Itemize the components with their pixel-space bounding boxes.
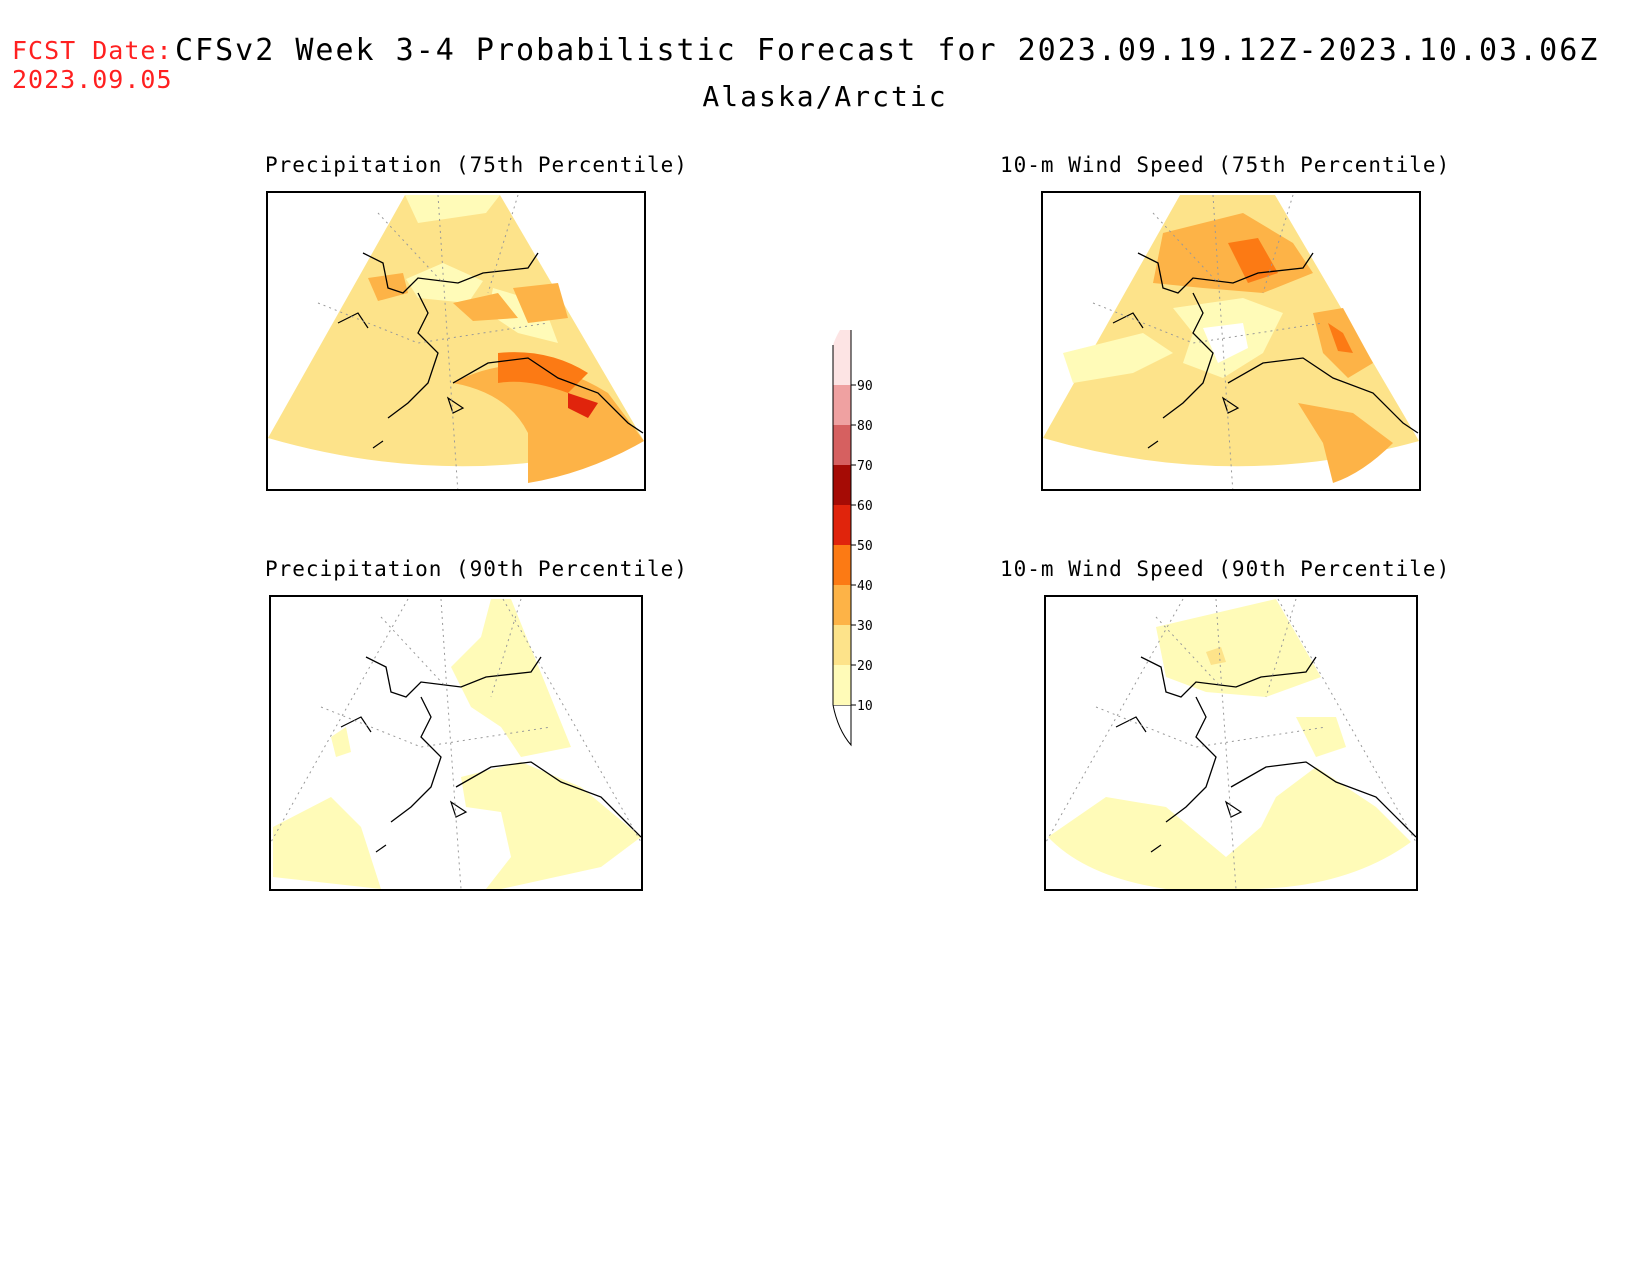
- colorbar-bottom-taper: [832, 704, 852, 747]
- region-subtitle: Alaska/Arctic: [702, 80, 948, 113]
- colorbar-swatch: [833, 625, 851, 665]
- colorbar-tick-label: 50: [857, 539, 873, 554]
- colorbar-swatch: [833, 545, 851, 585]
- colorbar-tick-label: 10: [857, 699, 873, 714]
- forecast-date-label: FCST Date:: [12, 36, 173, 65]
- colorbar-swatch: [833, 385, 851, 425]
- page-title: CFSv2 Week 3-4 Probabilistic Forecast fo…: [175, 33, 1600, 68]
- colorbar-swatch: [833, 345, 851, 385]
- forecast-date-block: FCST Date: 2023.09.05: [12, 36, 173, 94]
- colorbar-swatch: [833, 505, 851, 545]
- colorbar-swatch: [833, 425, 851, 465]
- colorbar-top-taper: [833, 315, 851, 345]
- map-wind-90: [1044, 595, 1418, 891]
- colorbar-swatch: [833, 665, 851, 705]
- colorbar-tick-label: 20: [857, 659, 873, 674]
- colorbar-tick-label: 80: [857, 419, 873, 434]
- colorbar-swatch: [833, 465, 851, 505]
- colorbar-legend: 10 20 30 40 50 60 70 80 90: [815, 315, 895, 750]
- forecast-date-value: 2023.09.05: [12, 65, 173, 94]
- colorbar-tick-label: 60: [857, 499, 873, 514]
- map-wind-75: [1041, 191, 1421, 491]
- colorbar-tick-label: 30: [857, 619, 873, 634]
- colorbar-tick-label: 90: [857, 379, 873, 394]
- colorbar-tick-label: 70: [857, 459, 873, 474]
- panel-title-precip-90: Precipitation (90th Percentile): [265, 557, 688, 581]
- map-precip-75: [266, 191, 646, 491]
- panel-title-wind-90: 10-m Wind Speed (90th Percentile): [1000, 557, 1451, 581]
- panel-title-precip-75: Precipitation (75th Percentile): [265, 153, 688, 177]
- panel-title-wind-75: 10-m Wind Speed (75th Percentile): [1000, 153, 1451, 177]
- colorbar-swatch: [833, 585, 851, 625]
- map-precip-90: [269, 595, 643, 891]
- colorbar-tick-label: 40: [857, 579, 873, 594]
